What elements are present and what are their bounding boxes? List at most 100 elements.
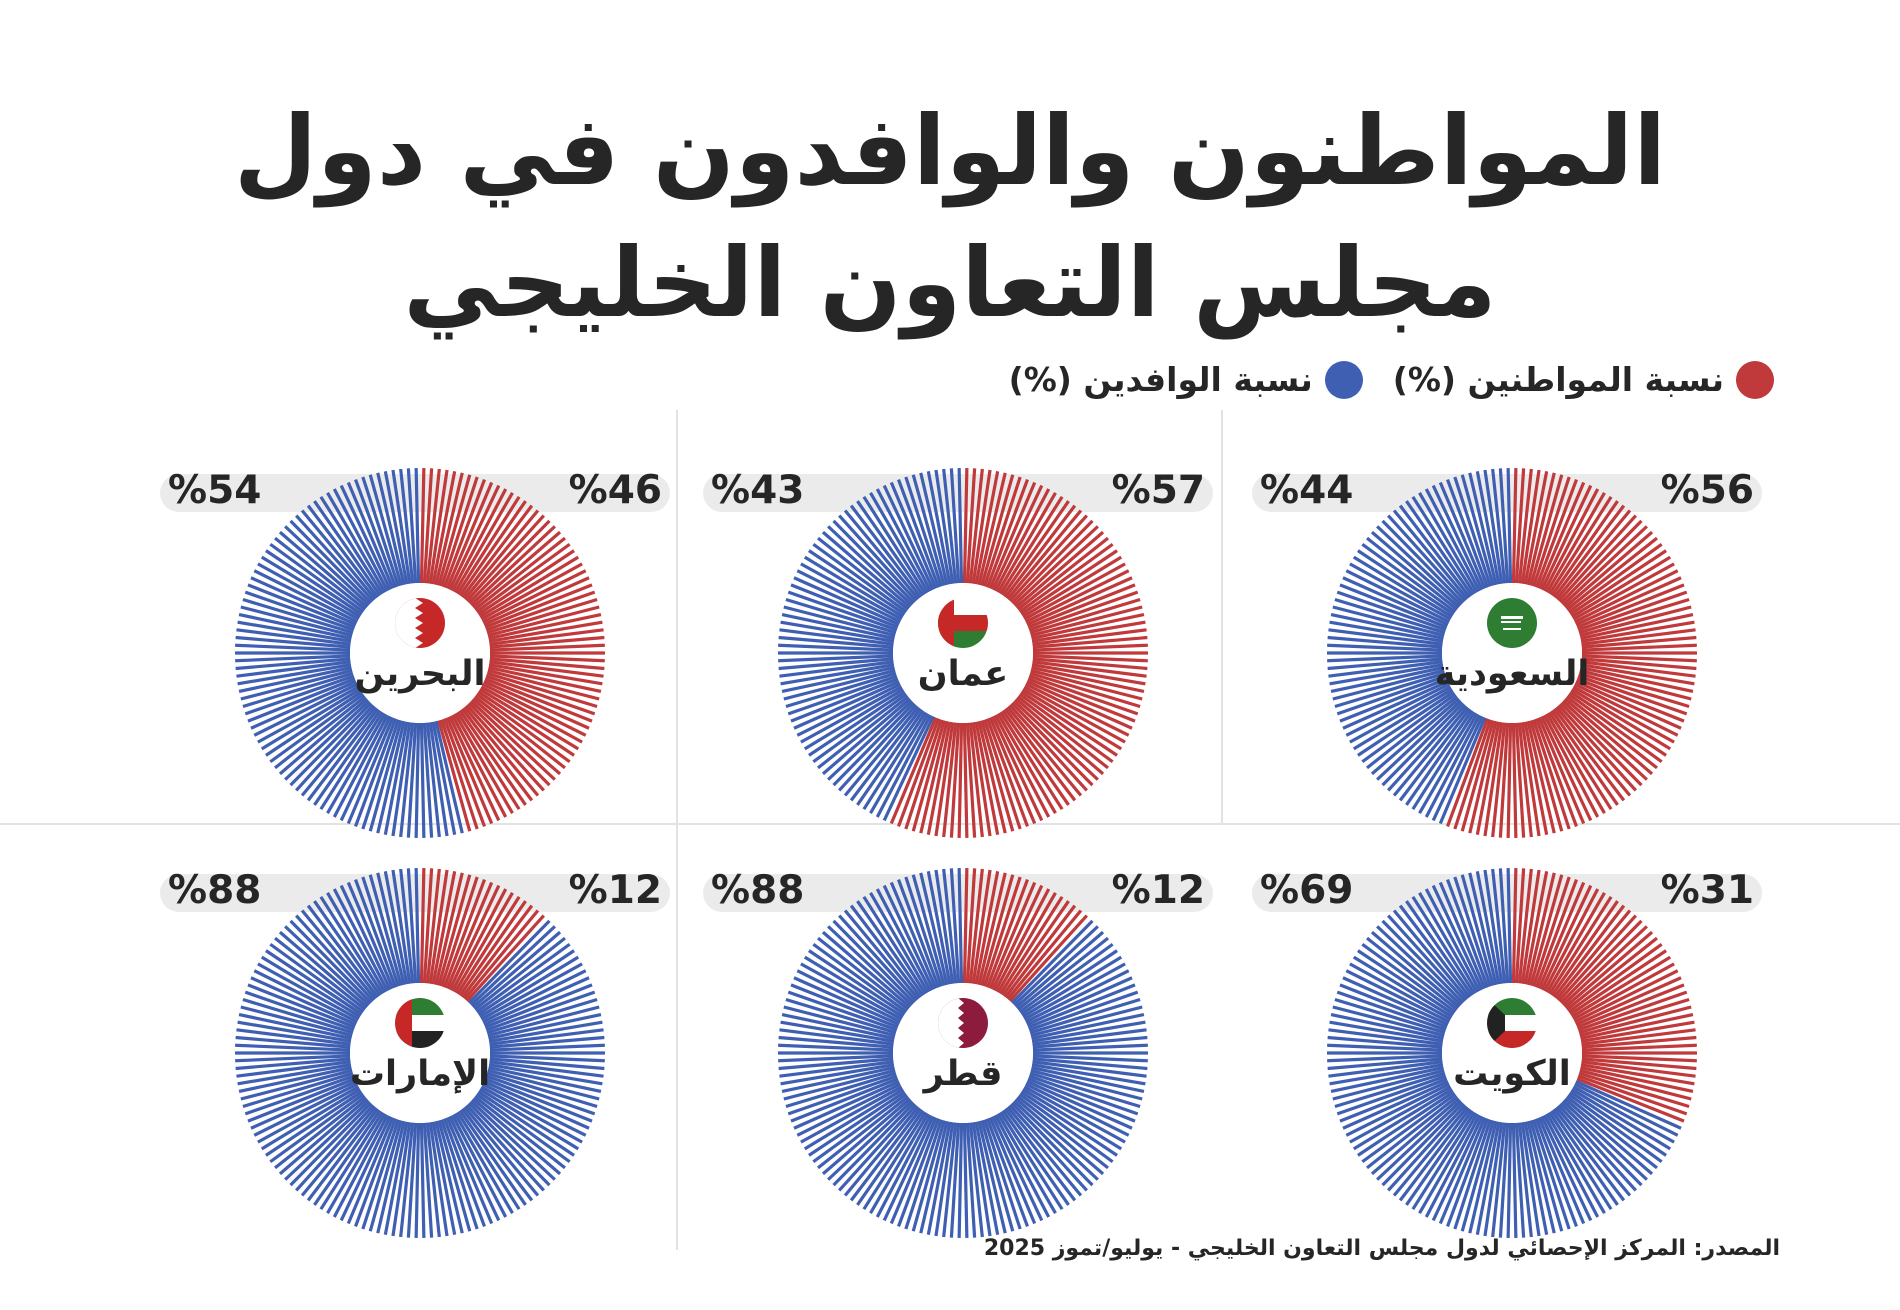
nationals-spoke	[1581, 1054, 1697, 1063]
expats-spoke	[354, 1118, 398, 1227]
expats-spoke	[1028, 990, 1139, 1032]
expats-spoke	[1548, 1111, 1613, 1211]
expats-spoke	[1483, 869, 1504, 984]
expats-spoke	[793, 976, 900, 1026]
expats-spoke	[488, 1020, 603, 1043]
nationals-spoke	[1529, 719, 1564, 832]
expats-spoke	[278, 1097, 369, 1176]
expats-spoke	[1534, 1118, 1578, 1227]
expats-spoke	[1550, 1109, 1619, 1206]
expats-spoke	[1376, 925, 1463, 1007]
expats-spoke	[827, 1099, 914, 1181]
nationals-spoke	[1543, 888, 1600, 992]
expats-spoke	[242, 1071, 354, 1109]
expats-spoke	[278, 697, 369, 776]
expats-spoke	[1031, 1012, 1145, 1041]
nationals-spoke	[1506, 722, 1513, 838]
expats-spoke	[1014, 930, 1105, 1009]
expats-spoke	[422, 1122, 434, 1238]
expats-spoke	[289, 919, 373, 1005]
nationals-spoke	[1020, 690, 1118, 757]
expats-spoke	[471, 930, 562, 1009]
nationals-spoke	[1517, 722, 1533, 838]
nationals-spoke	[1579, 605, 1692, 638]
nationals-spoke	[965, 868, 977, 984]
expats-spoke	[346, 1116, 395, 1225]
expats-spoke	[1329, 1020, 1444, 1043]
nationals-spoke	[1008, 914, 1088, 1003]
nationals-spoke	[1526, 872, 1556, 986]
nationals-spoke	[442, 879, 486, 988]
expats-spoke	[1446, 879, 1490, 988]
nationals-spoke	[451, 714, 508, 818]
expats-spoke	[477, 949, 575, 1016]
expats-spoke	[238, 665, 352, 694]
nationals-spoke	[1534, 479, 1578, 588]
nationals-spoke	[1581, 643, 1697, 652]
nationals-spoke	[485, 590, 596, 632]
nationals-spoke	[1569, 549, 1667, 616]
expats-spoke	[785, 597, 897, 635]
expats-spoke	[489, 1043, 605, 1052]
expats-spoke	[1491, 1122, 1507, 1238]
expats-spoke	[1446, 1118, 1490, 1227]
expats-spoke	[889, 481, 938, 590]
expats-spoke	[926, 870, 952, 985]
nationals-spoke	[1012, 699, 1099, 781]
expats-spoke	[911, 474, 946, 587]
expats-spoke	[965, 1122, 977, 1238]
expats-spoke	[1018, 1092, 1114, 1164]
nationals-spoke	[1514, 868, 1526, 984]
expats-spoke	[463, 1105, 540, 1197]
expats-spoke	[1553, 1107, 1626, 1202]
expats-spoke	[473, 1095, 566, 1170]
expats-spoke	[808, 549, 906, 616]
expats-spoke	[803, 555, 904, 619]
expats-spoke	[237, 1063, 352, 1086]
nationals-spoke	[1520, 722, 1541, 837]
expats-spoke	[440, 1119, 479, 1230]
nationals-spoke	[999, 711, 1064, 811]
expats-spoke	[488, 1065, 602, 1094]
chart-cell: %31 %69 الكويت	[1232, 832, 1782, 1238]
expats-spoke	[295, 514, 375, 603]
expats-spoke	[361, 1119, 400, 1230]
expats-spoke	[1336, 1074, 1447, 1116]
expats-spoke	[796, 1082, 902, 1137]
nationals-spoke	[1553, 707, 1626, 802]
expats-spoke	[1327, 635, 1443, 649]
nationals-spoke	[1014, 697, 1105, 776]
nationals-spoke	[477, 690, 575, 757]
nationals-spoke	[1557, 514, 1637, 603]
nationals-spoke	[1575, 680, 1682, 730]
expats-spoke	[477, 1090, 575, 1157]
expats-spoke	[1438, 881, 1487, 990]
expats-spoke	[919, 1120, 949, 1234]
nationals-spoke	[1012, 525, 1099, 607]
expats-spoke	[875, 488, 932, 592]
expats-spoke	[235, 1054, 351, 1063]
expats-spoke	[1330, 612, 1444, 641]
nationals-spoke	[1023, 685, 1126, 744]
expats-spoke	[253, 682, 359, 737]
expats-spoke	[862, 711, 927, 811]
nationals-spoke	[980, 874, 1015, 987]
expats-spoke	[481, 969, 587, 1024]
expats-spoke	[1366, 1095, 1459, 1170]
nationals-spoke	[1511, 722, 1518, 838]
expats-spoke	[326, 491, 387, 594]
expats-spoke	[1032, 1043, 1148, 1052]
expats-spoke	[361, 876, 400, 987]
expats-spoke	[469, 1099, 556, 1181]
expats-spoke	[1030, 1068, 1143, 1101]
nationals-spoke	[1024, 569, 1130, 624]
expats-spoke	[247, 583, 356, 629]
expats-spoke	[391, 1122, 412, 1237]
nationals-spoke	[458, 500, 527, 597]
nationals-spoke	[419, 468, 426, 584]
expats-spoke	[1342, 976, 1449, 1026]
expats-spoke	[838, 1103, 918, 1192]
nationals-spoke	[1565, 536, 1658, 611]
nationals-spoke	[1016, 695, 1109, 770]
expats-spoke	[1345, 569, 1451, 624]
